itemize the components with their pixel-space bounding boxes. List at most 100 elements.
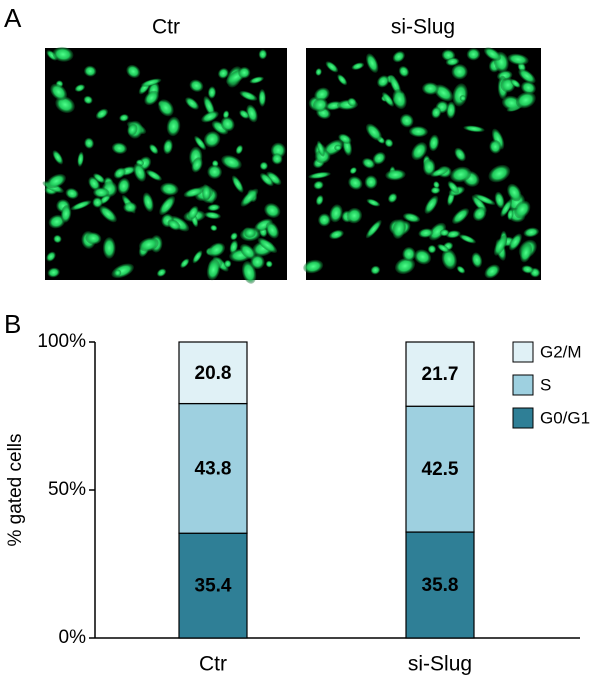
cell (53, 234, 62, 244)
legend-label: S (540, 375, 551, 394)
cell (431, 106, 442, 119)
cell (507, 209, 514, 221)
y-tick-label: 0% (59, 627, 87, 648)
cell (207, 204, 221, 212)
cell (445, 57, 460, 66)
cell (507, 183, 522, 202)
cell (370, 265, 381, 275)
cell (399, 113, 414, 128)
cell (159, 195, 176, 216)
cell (266, 171, 282, 186)
cell (351, 62, 365, 70)
cell (123, 202, 137, 213)
cell (238, 66, 251, 79)
cell (224, 259, 232, 268)
cell (83, 95, 93, 105)
cell (523, 227, 540, 238)
legend-label: G2/M (540, 342, 582, 361)
cell (329, 204, 343, 223)
cell (364, 175, 378, 189)
cell (314, 87, 330, 102)
cell (208, 242, 226, 257)
cell (394, 257, 416, 275)
cell (314, 149, 331, 164)
cell (88, 176, 100, 191)
cell (246, 104, 258, 123)
cell (220, 116, 235, 132)
cell (217, 68, 229, 79)
value-label: 20.8 (195, 363, 232, 384)
value-label: 21.7 (422, 364, 459, 385)
cell (466, 48, 481, 61)
cell (414, 249, 432, 265)
x-tick-label: si-Slug (408, 653, 472, 676)
cell (403, 212, 421, 223)
cell (194, 135, 207, 151)
cell (348, 176, 363, 190)
cell (494, 191, 505, 209)
cell (377, 75, 390, 88)
cell (146, 169, 162, 181)
cell (316, 140, 325, 157)
cell (385, 169, 406, 181)
cell (46, 173, 67, 189)
cell (85, 232, 102, 245)
bar-segment (178, 402, 248, 534)
cell (515, 91, 536, 109)
cell (510, 79, 521, 88)
y-tick-label: 50% (48, 479, 86, 500)
cell (422, 158, 436, 176)
cell (47, 267, 60, 278)
cell (366, 198, 381, 207)
cell (265, 221, 279, 239)
cell (437, 243, 450, 253)
cell (99, 205, 117, 223)
cell (221, 155, 242, 170)
cell (84, 65, 97, 77)
cell (239, 243, 256, 260)
value-label: 43.8 (195, 458, 232, 479)
cell (428, 134, 440, 152)
cell (55, 96, 75, 114)
bar-segment (405, 341, 475, 407)
cell (210, 224, 218, 232)
cell (313, 180, 324, 190)
cell (60, 205, 72, 223)
cell (422, 82, 439, 95)
cell (258, 89, 266, 107)
cell (484, 264, 500, 279)
cell (156, 268, 167, 277)
cell (166, 116, 181, 137)
cell (493, 235, 508, 256)
cell (192, 250, 203, 264)
cell (452, 208, 470, 224)
cell (459, 234, 476, 244)
cell (126, 64, 141, 79)
cell (204, 211, 221, 220)
cell (346, 207, 363, 224)
cell (408, 126, 428, 138)
cells (42, 46, 541, 284)
cell (366, 53, 379, 73)
bar-segment (178, 341, 248, 405)
cell (114, 269, 122, 277)
cell (473, 194, 496, 206)
cell (160, 182, 179, 196)
y-axis-label: % gated cells (5, 433, 26, 546)
cell (362, 157, 375, 169)
cell (163, 139, 173, 155)
cell (318, 213, 331, 227)
cell (92, 197, 103, 208)
cell (119, 114, 129, 122)
cell (514, 200, 531, 219)
cell (519, 243, 533, 263)
cell (392, 219, 406, 239)
cell (187, 205, 199, 220)
cell (521, 265, 534, 274)
value-label: 42.5 (422, 459, 459, 480)
cell (111, 142, 128, 154)
cell (77, 151, 84, 167)
cell (439, 229, 450, 237)
cell (441, 248, 457, 270)
cell (117, 177, 131, 195)
